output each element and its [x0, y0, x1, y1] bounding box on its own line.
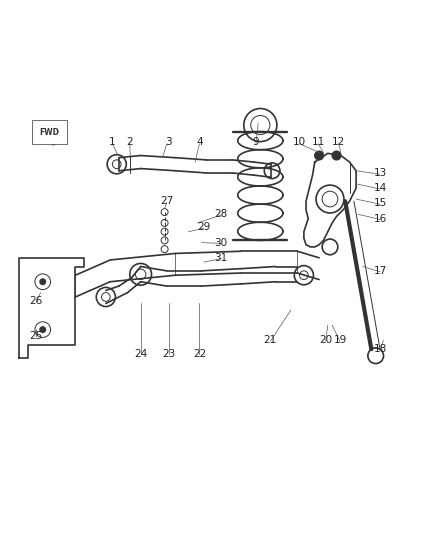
Text: 26: 26: [30, 296, 43, 306]
Text: 3: 3: [166, 138, 172, 148]
Text: 21: 21: [264, 335, 277, 345]
Text: 29: 29: [197, 222, 210, 232]
Text: 12: 12: [332, 138, 345, 148]
Circle shape: [315, 151, 323, 160]
Circle shape: [332, 151, 341, 160]
Text: 15: 15: [374, 198, 387, 208]
Text: 31: 31: [215, 253, 228, 263]
Circle shape: [39, 326, 46, 333]
Text: 1: 1: [109, 138, 116, 148]
Circle shape: [39, 278, 46, 285]
Text: 27: 27: [160, 196, 173, 206]
Text: 17: 17: [374, 266, 387, 276]
Text: 13: 13: [374, 168, 387, 178]
Text: 30: 30: [215, 238, 228, 247]
Text: 19: 19: [333, 335, 346, 345]
Text: FWD: FWD: [39, 128, 59, 137]
Text: 10: 10: [293, 138, 306, 148]
Text: 25: 25: [30, 331, 43, 341]
Text: 2: 2: [127, 138, 133, 148]
Text: 18: 18: [374, 344, 387, 354]
Text: 4: 4: [196, 138, 203, 148]
Text: 16: 16: [374, 214, 387, 224]
Text: 23: 23: [162, 349, 176, 359]
Text: 9: 9: [253, 138, 259, 148]
Text: 22: 22: [193, 349, 206, 359]
Text: 11: 11: [311, 138, 325, 148]
Text: 28: 28: [215, 209, 228, 219]
Text: 24: 24: [134, 349, 147, 359]
Text: 14: 14: [374, 183, 387, 193]
Text: 20: 20: [319, 335, 332, 345]
